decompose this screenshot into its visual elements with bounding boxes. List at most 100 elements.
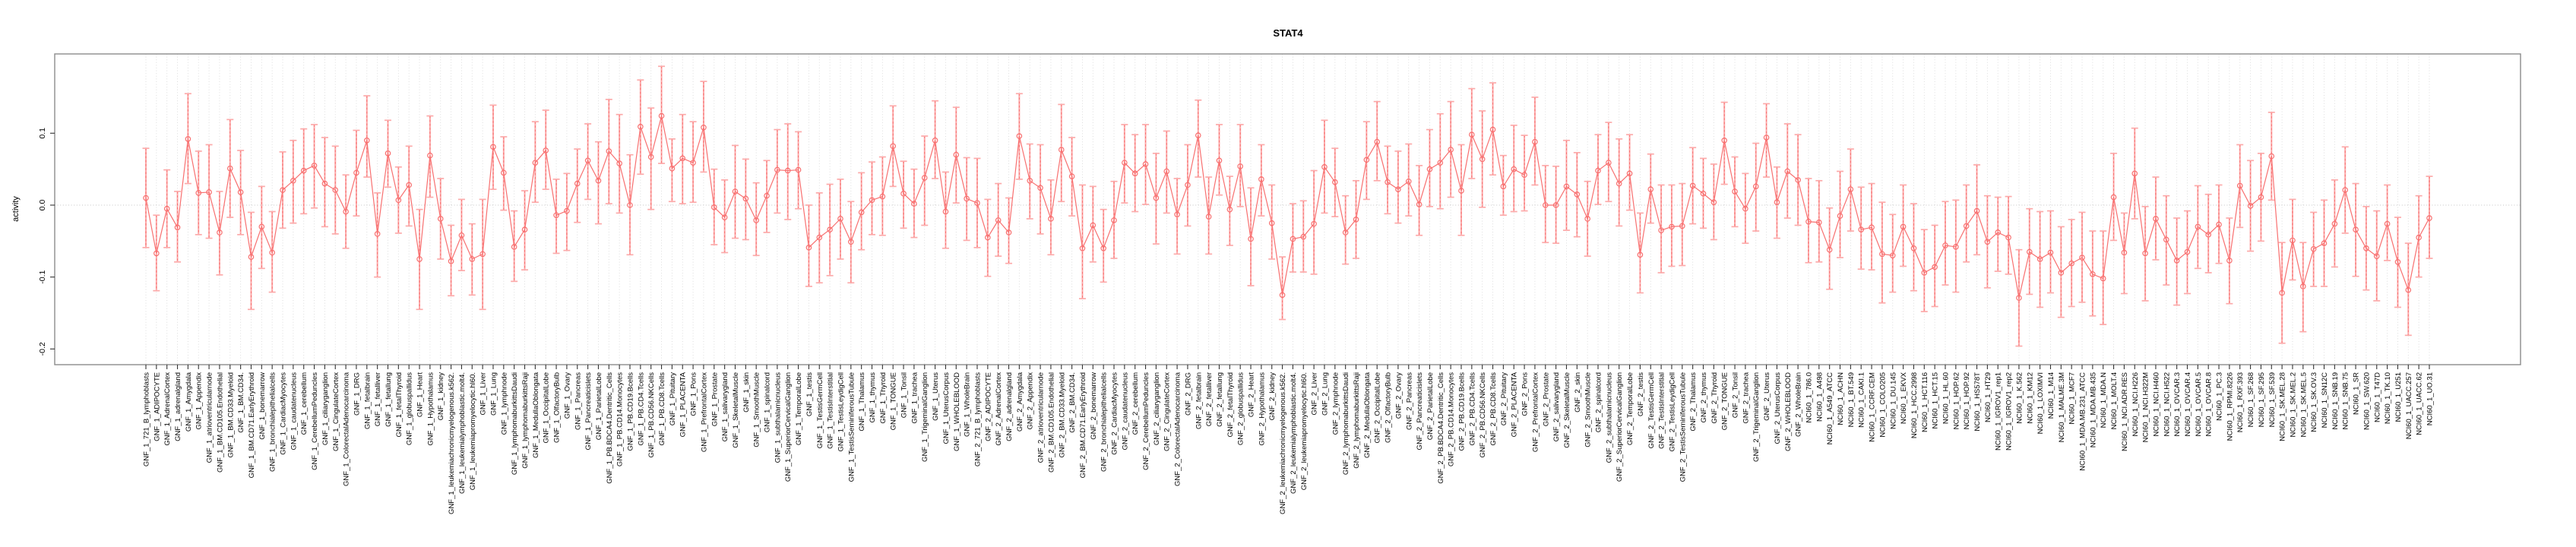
data-point	[448, 258, 454, 264]
x-tick-label: GNF_2_BM.CD34.	[1068, 372, 1077, 433]
x-tick-label: GNF_1_lymphnode	[500, 372, 508, 435]
x-tick-label: GNF_1_SuperiorCervicalGanglion	[784, 372, 793, 482]
x-tick-label: GNF_1_atrioventricularnode	[206, 372, 214, 463]
x-tick-label: NCI60_1_IGROV1_rep1	[1995, 372, 2003, 451]
x-tick-label: NCI60_1_HCC.2998	[1910, 372, 1919, 438]
x-tick-label: NCI60_1_KM12	[2026, 372, 2034, 424]
data-point	[858, 209, 865, 216]
data-point	[1268, 220, 1275, 226]
x-tick-label: GNF_2_Uterus	[1763, 372, 1771, 421]
x-tick-label: GNF_2_Appendix	[1027, 372, 1035, 430]
x-tick-label: GNF_2_spinalcord	[1595, 372, 1603, 432]
x-tick-label: GNF_1_PB.CD19.Bcells	[627, 372, 635, 451]
x-tick-label: GNF_2_leukemialymphoblastic.molt4.	[1290, 372, 1298, 494]
data-point	[1606, 160, 1612, 166]
x-tick-label: GNF_1_SmoothMuscle	[753, 372, 761, 447]
data-point	[1248, 236, 1254, 242]
x-tick-label: GNF_2_cerebellum	[1131, 372, 1140, 435]
x-tick-label: GNF_1_TestisGermCell	[816, 372, 824, 448]
x-tick-label: NCI60_1_RPMI.8226	[2226, 372, 2234, 441]
data-point	[1669, 223, 1675, 230]
x-tick-label: NCI60_1_HS578T	[1973, 372, 1982, 432]
data-point	[185, 136, 191, 142]
data-point	[774, 166, 780, 173]
x-tick-label: NCI60_1_COLO205	[1878, 372, 1887, 438]
x-tick-label: GNF_1_TestisSeminiferousTubule	[847, 372, 856, 482]
data-point	[1532, 138, 1538, 145]
x-tick-label: GNF_1_TrigeminalGanglion	[921, 372, 929, 462]
x-tick-label: GNF_1_salivarygland	[721, 372, 729, 441]
x-tick-label: NCI60_1_UACC.257	[2405, 372, 2413, 439]
x-tick-label: GNF_2_fetalbrain	[1195, 372, 1203, 429]
data-point	[669, 165, 676, 172]
data-point	[1068, 173, 1075, 179]
x-tick-label: GNF_2_Heart	[1248, 372, 1256, 417]
data-point	[616, 160, 622, 166]
x-tick-label: NCI60_1_IGROV1_rep2	[2005, 372, 2014, 451]
data-point	[1111, 217, 1117, 223]
data-point	[332, 187, 339, 193]
data-point	[647, 153, 654, 160]
data-point	[564, 207, 570, 214]
data-point	[1385, 179, 1391, 185]
x-tick-label: NCI60_1_MOLT.4	[2110, 372, 2119, 429]
x-tick-label: NCI60_1_SW.620	[2362, 372, 2371, 430]
data-point	[1037, 185, 1043, 191]
x-tick-label: GNF_2_TestisInterstitial	[1658, 372, 1666, 449]
data-point	[837, 216, 843, 222]
data-point	[248, 254, 255, 260]
data-point	[1984, 239, 1991, 245]
data-point	[627, 202, 633, 208]
data-point	[1953, 244, 1959, 250]
x-tick-label: GNF_1_Pons	[690, 372, 698, 416]
x-tick-label: NCI60_1_NCI.H322M	[2142, 372, 2150, 442]
x-tick-label: NCI60_1_SK.OV.3	[2310, 372, 2318, 432]
data-point	[343, 208, 349, 215]
data-point	[595, 178, 602, 184]
x-tick-label: NCI60_1_HL.60	[1941, 372, 1950, 424]
x-tick-label: GNF_1_CingulateCortex	[332, 372, 340, 451]
data-point	[1416, 201, 1422, 207]
x-tick-label: GNF_1_Ovary	[563, 372, 571, 419]
data-point	[710, 204, 717, 210]
x-tick-label: GNF_2_TemporalLobe	[1626, 372, 1635, 445]
data-point	[2142, 250, 2148, 257]
data-point	[1521, 172, 1527, 179]
data-point	[1552, 202, 1559, 208]
series-line	[145, 115, 2430, 299]
x-tick-label: GNF_2_globuspallidus	[1237, 372, 1245, 445]
data-point	[921, 175, 928, 181]
data-point	[805, 245, 812, 251]
x-tick-label: GNF_1_Hypothalamus	[426, 372, 435, 446]
data-point	[2331, 220, 2338, 227]
data-point	[2195, 223, 2201, 230]
data-point	[1563, 183, 1570, 190]
data-point	[764, 192, 770, 199]
x-tick-label: GNF_2_TONGUE	[1721, 372, 1729, 430]
x-tick-label: GNF_1_cerebellum	[300, 372, 309, 435]
x-tick-label: GNF_2_Thalamus	[1689, 372, 1698, 432]
x-tick-label: GNF_2_CerebellumPeduncles	[1142, 372, 1150, 470]
x-tick-label: GNF_1_leukemiachronicmyelogenous.k562.	[448, 372, 456, 514]
data-point	[2405, 286, 2412, 293]
data-point	[1616, 180, 1622, 187]
x-tick-label: NCI60_1_HCT.116	[1921, 372, 1929, 432]
data-point	[932, 137, 938, 144]
data-point	[1921, 270, 1928, 276]
x-tick-label: NCI60_1_A549_ATCC	[1826, 372, 1834, 445]
x-tick-label: GNF_1_Thalamus	[858, 372, 866, 432]
data-point	[501, 169, 507, 176]
x-tick-label: GNF_1_ciliaryganglion	[321, 372, 330, 445]
data-point	[2363, 245, 2369, 251]
data-point	[511, 244, 517, 250]
x-tick-label: GNF_2_PB.BDCA4.Dentritic_Cells	[1437, 372, 1445, 484]
data-point	[848, 239, 854, 245]
data-point	[174, 224, 181, 231]
data-point	[1321, 164, 1328, 170]
x-tick-label: GNF_2_DRG	[1184, 372, 1192, 416]
data-point	[458, 232, 465, 239]
x-tick-label: GNF_2_TestisLeydigCell	[1668, 372, 1676, 452]
chart-title: STAT4	[1273, 27, 1303, 39]
x-tick-label: GNF_1_testis	[805, 372, 814, 416]
data-point	[732, 188, 739, 194]
